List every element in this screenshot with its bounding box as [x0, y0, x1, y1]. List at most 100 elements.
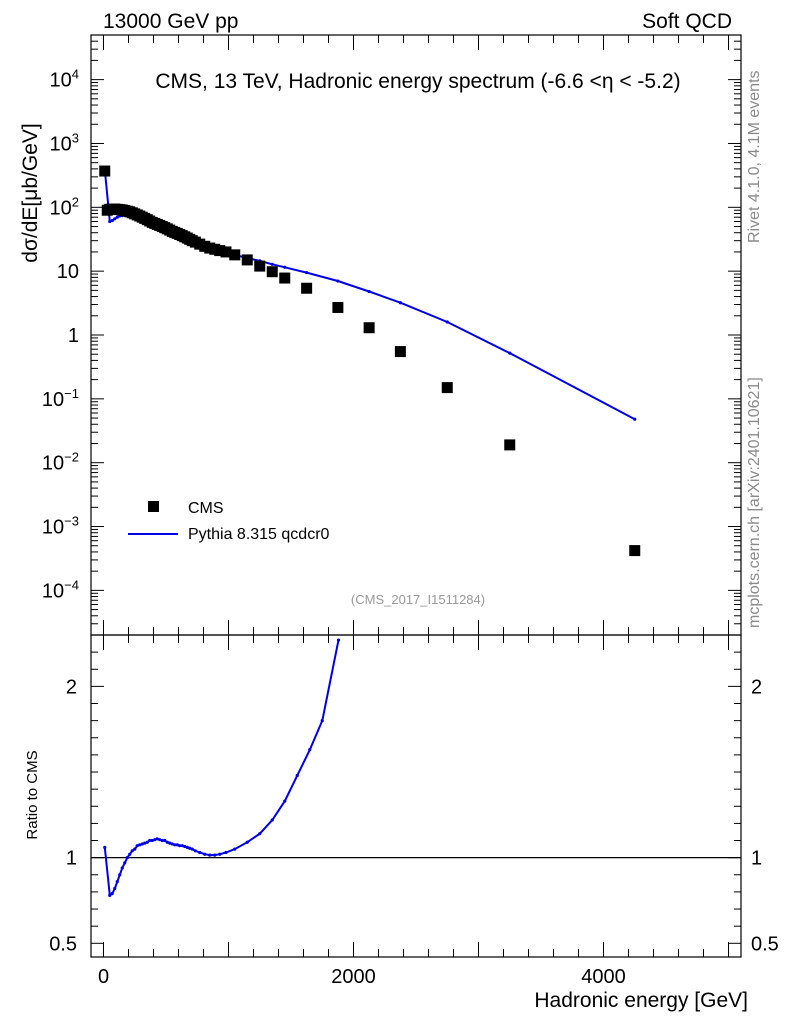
pythia-point — [305, 270, 309, 275]
ratio-y-tick-label-left: 0.5 — [49, 933, 77, 955]
ratio-point — [180, 844, 184, 848]
y-tick-label: 102 — [50, 194, 79, 219]
y-axis-label: dσ/dE[μb/GeV] — [19, 123, 42, 262]
cms-point — [332, 301, 344, 313]
pythia-point — [270, 262, 274, 266]
ratio-point — [198, 850, 202, 855]
y-tick-label: 10−4 — [42, 577, 79, 602]
ratio-line — [103, 639, 340, 898]
ratio-point — [133, 847, 137, 851]
reference-label: (CMS_2017_I1511284) — [351, 592, 485, 607]
cms-point — [266, 266, 278, 278]
pythia-point — [445, 320, 449, 324]
ratio-point — [175, 843, 179, 847]
ratio-y-axis-label: Ratio to CMS — [24, 750, 41, 839]
ratio-point — [120, 866, 124, 870]
ratio-point — [113, 886, 117, 891]
ratio-point — [233, 847, 237, 851]
header-right: Soft QCD — [642, 10, 732, 33]
ratio-point — [320, 719, 324, 723]
ratio-point — [185, 845, 189, 849]
header-left: 13000 GeV pp — [103, 10, 238, 33]
ratio-point — [173, 843, 177, 847]
ratio-point — [130, 849, 134, 853]
y-tick-label: 10−1 — [42, 386, 79, 411]
ratio-y-tick-label-right: 0.5 — [751, 933, 779, 955]
pythia-point — [113, 217, 117, 221]
ratio-y-tick-label-left: 1 — [66, 848, 77, 870]
ratio-curve — [103, 638, 341, 898]
cms-point — [241, 254, 253, 266]
legend-pythia-label: Pythia 8.315 qcdcr0 — [188, 526, 330, 543]
cms-point — [99, 165, 111, 177]
ratio-point — [118, 873, 122, 877]
cms-point — [254, 260, 266, 272]
x-axis-label: Hadronic energy [GeV] — [534, 989, 748, 1012]
ratio-point — [115, 880, 119, 884]
pythia-point — [508, 351, 512, 355]
ratio-y-tick-label-right: 2 — [751, 676, 762, 698]
chart-title: CMS, 13 TeV, Hadronic energy spectrum (-… — [155, 70, 680, 93]
legend-cms-marker — [148, 501, 159, 512]
ratio-point — [165, 840, 169, 844]
x-tick-label: 4000 — [581, 966, 626, 988]
ratio-point — [158, 838, 162, 842]
ratio-point — [224, 850, 228, 855]
cms-point — [301, 282, 313, 294]
y-tick-label: 103 — [50, 130, 79, 155]
cms-point — [441, 382, 453, 394]
ratio-point — [170, 842, 174, 846]
ratio-point — [208, 853, 212, 857]
ratio-point — [213, 853, 217, 857]
ratio-point — [108, 893, 112, 897]
y-tick-label: 104 — [50, 67, 79, 92]
ratio-point — [135, 844, 139, 848]
ratio-point — [145, 840, 149, 844]
ratio-point — [258, 832, 262, 836]
cms-data-points — [99, 165, 641, 557]
cms-point — [504, 439, 516, 451]
ratio-point — [270, 818, 274, 822]
ratio-point — [283, 799, 287, 803]
ratio-point — [128, 852, 132, 856]
ratio-point — [336, 638, 341, 642]
ratio-point — [163, 838, 167, 843]
cms-point — [229, 249, 241, 261]
ratio-y-tick-label-right: 1 — [751, 848, 762, 870]
pythia-curve — [103, 167, 637, 421]
ratio-point — [203, 852, 207, 856]
ratio-point — [153, 838, 157, 842]
ratio-point — [148, 838, 152, 843]
y-tick-label: 1 — [68, 325, 79, 347]
cms-point — [394, 346, 406, 358]
ratio-point — [178, 844, 182, 848]
ratio-point — [245, 840, 249, 844]
ratio-plot-frame — [90, 634, 742, 958]
ratio-point — [295, 773, 299, 778]
ratio-point — [218, 852, 222, 856]
main-plot-frame — [90, 34, 742, 636]
ratio-point — [193, 849, 197, 853]
ratio-point — [308, 748, 312, 752]
cms-point — [629, 545, 641, 557]
pythia-point — [108, 219, 112, 224]
ratio-point — [183, 844, 187, 849]
y-tick-label: 10 — [57, 261, 79, 283]
ratio-point — [150, 838, 154, 843]
ratio-point — [155, 837, 159, 841]
ratio-point — [160, 838, 164, 843]
y-tick-label: 10−3 — [42, 514, 79, 539]
x-tick-label: 0 — [98, 966, 109, 988]
pythia-point — [398, 301, 402, 305]
y-tick-label: 10−2 — [42, 450, 79, 475]
ratio-axis-ticks: 0.5 0.5 1 1 2 2 — [49, 651, 779, 955]
ratio-point — [140, 842, 144, 846]
pythia-point — [336, 279, 340, 283]
legend: CMS Pythia 8.315 qcdcr0 — [128, 500, 330, 543]
ratio-point — [103, 845, 107, 849]
pythia-point — [633, 417, 637, 421]
ratio-point — [143, 841, 147, 845]
cms-point — [279, 272, 291, 284]
